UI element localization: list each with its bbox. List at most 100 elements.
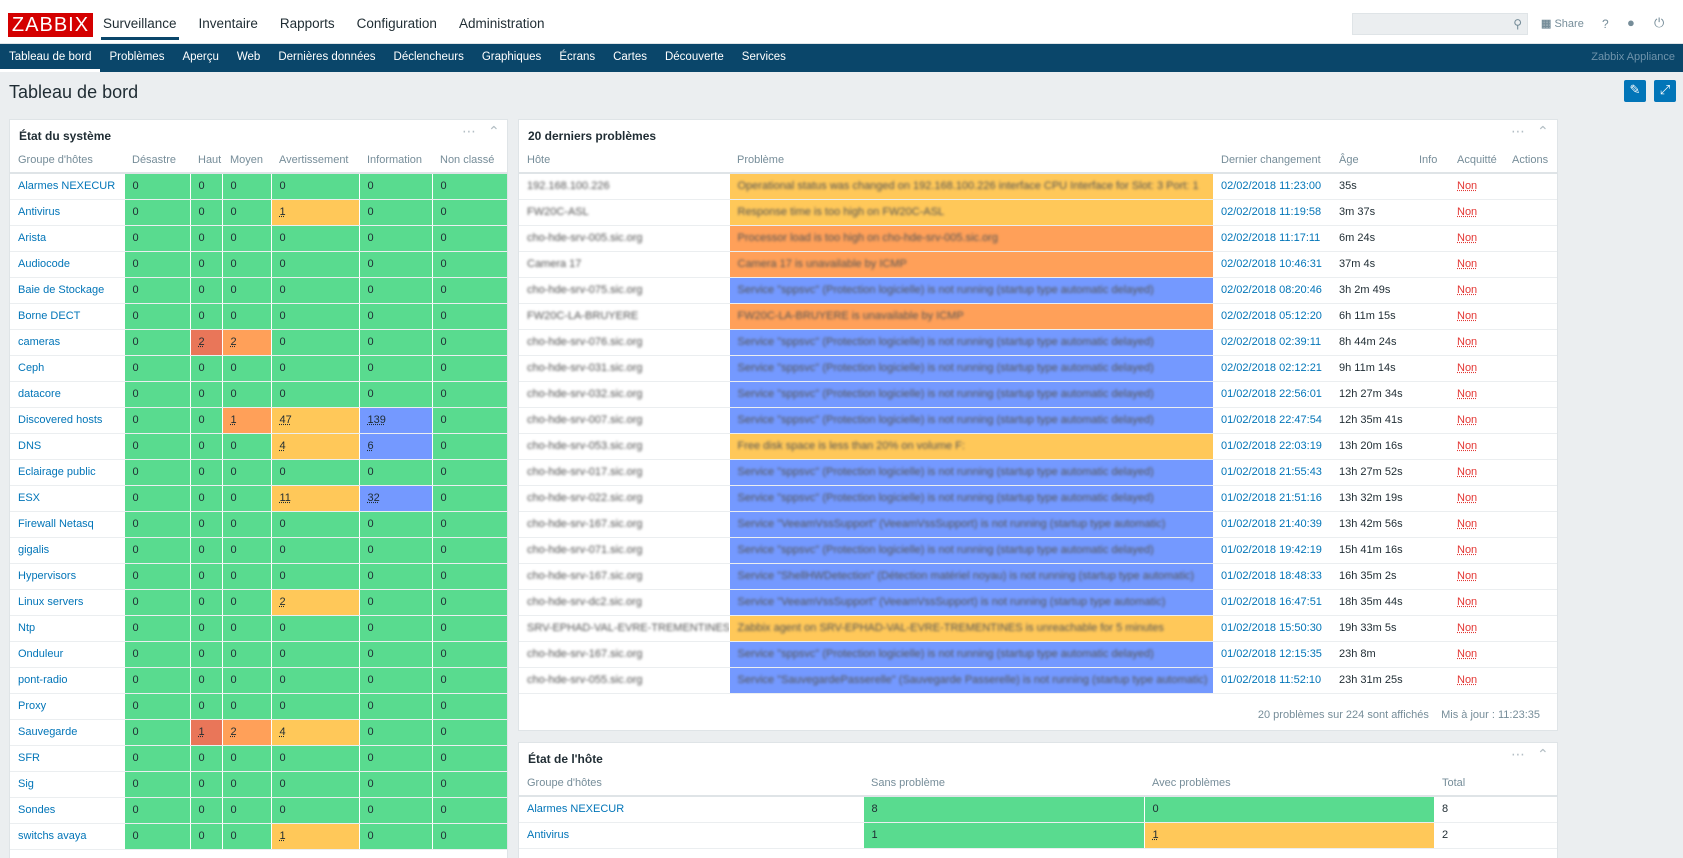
ack-link[interactable]: Non — [1457, 206, 1478, 218]
last-change-link[interactable]: 01/02/2018 12:15:35 — [1213, 641, 1331, 668]
host-cell[interactable]: cho-hde-srv-076.sic.org — [519, 329, 729, 356]
problem-description[interactable]: Response time is too high on FW20C-ASL — [737, 206, 945, 218]
submenu-web[interactable]: Web — [236, 51, 261, 63]
host-name[interactable]: cho-hde-srv-076.sic.org — [527, 336, 643, 348]
host-group-link[interactable]: Sondes — [10, 797, 124, 824]
host-group-link[interactable]: datacore — [10, 381, 124, 408]
host-group-link[interactable]: Eclairage public — [10, 459, 124, 486]
host-name[interactable]: 192.168.100.226 — [527, 180, 610, 193]
last-change-link[interactable]: 02/02/2018 11:19:58 — [1213, 199, 1331, 226]
severity-count-cell[interactable]: 6 — [358, 433, 432, 460]
problem-description[interactable]: Service "sppsvc" (Protection logicielle)… — [737, 466, 1154, 478]
host-name[interactable]: FW20C-LA-BRUYERE — [527, 310, 639, 322]
host-cell[interactable]: cho-hde-srv-007.sic.org — [519, 407, 729, 434]
search-icon[interactable]: ⚲ — [1513, 17, 1522, 31]
submenu-dashboard[interactable]: Tableau de bord — [0, 44, 101, 72]
host-name[interactable]: cho-hde-srv-167.sic.org — [527, 648, 643, 660]
problem-cell[interactable]: Service "sppsvc" (Protection logicielle)… — [728, 459, 1213, 486]
severity-count-cell[interactable]: 139 — [358, 407, 432, 434]
ack-link[interactable]: Non — [1457, 362, 1478, 374]
widget-options-icon[interactable]: ⋯ — [462, 124, 476, 140]
edit-dashboard-icon[interactable]: ✎ — [1624, 80, 1646, 102]
host-name[interactable]: FW20C-ASL — [527, 206, 589, 218]
last-change-link[interactable]: 01/02/2018 16:47:51 — [1213, 589, 1331, 616]
severity-count[interactable]: 32 — [367, 492, 380, 504]
submenu-overview[interactable]: Aperçu — [182, 51, 219, 63]
submenu-discovery[interactable]: Découverte — [664, 51, 724, 63]
ack-cell[interactable]: Non — [1449, 303, 1504, 330]
severity-count-cell[interactable]: 1 — [221, 407, 271, 434]
ack-link[interactable]: Non — [1457, 622, 1478, 634]
problem-description[interactable]: Free disk space is less than 20% on volu… — [737, 440, 965, 452]
ack-link[interactable]: Non — [1457, 284, 1478, 296]
problem-description[interactable]: Service "sppsvc" (Protection logicielle)… — [737, 648, 1154, 660]
host-name[interactable]: cho-hde-srv-055.sic.org — [527, 674, 643, 686]
problem-cell[interactable]: Zabbix agent on SRV-EPHAD-VAL-EVRE-TREME… — [728, 615, 1213, 642]
host-group-link[interactable]: Onduleur — [10, 641, 124, 668]
ack-link[interactable]: Non — [1457, 596, 1478, 608]
share-button[interactable]: ▦ Share — [1541, 17, 1584, 30]
host-name[interactable]: cho-hde-srv-022.sic.org — [527, 492, 643, 504]
last-change-link[interactable]: 01/02/2018 22:03:19 — [1213, 433, 1331, 460]
last-change-link[interactable]: 01/02/2018 21:55:43 — [1213, 459, 1331, 486]
host-group-link[interactable]: Ntp — [10, 615, 124, 642]
search-input[interactable]: ⚲ — [1352, 13, 1528, 35]
problem-count[interactable]: 1 — [1152, 829, 1159, 841]
menu-administration[interactable]: Administration — [458, 16, 545, 31]
ack-link[interactable]: Non — [1457, 570, 1478, 582]
ack-link[interactable]: Non — [1457, 310, 1478, 322]
widget-options-icon[interactable]: ⋯ — [1511, 747, 1525, 763]
last-change-link[interactable]: 01/02/2018 22:47:54 — [1213, 407, 1331, 434]
severity-count-cell[interactable]: 1 — [270, 199, 359, 226]
host-group-link[interactable]: Firewall Netasq — [10, 511, 124, 538]
ack-link[interactable]: Non — [1457, 492, 1478, 504]
severity-count[interactable]: 4 — [279, 726, 286, 738]
severity-count[interactable]: 1 — [279, 830, 286, 842]
collapse-icon[interactable]: ⌃ — [1537, 747, 1549, 763]
severity-count[interactable]: 11 — [279, 492, 291, 504]
problem-description[interactable]: Service "sppsvc" (Protection logicielle)… — [737, 336, 1154, 348]
host-name[interactable]: cho-hde-srv-017.sic.org — [527, 466, 643, 478]
severity-count-cell[interactable]: 11 — [270, 485, 359, 512]
ack-cell[interactable]: Non — [1449, 459, 1504, 486]
host-group-link[interactable]: switchs avaya — [10, 823, 124, 850]
problem-cell[interactable]: Service "sppsvc" (Protection logicielle)… — [728, 537, 1213, 564]
last-change-link[interactable]: 01/02/2018 18:48:33 — [1213, 563, 1331, 590]
host-group-link[interactable]: Discovered hosts — [10, 407, 124, 434]
problem-cell[interactable]: Service "sppsvc" (Protection logicielle)… — [728, 329, 1213, 356]
ack-cell[interactable]: Non — [1449, 329, 1504, 356]
severity-count[interactable]: 2 — [279, 596, 286, 608]
severity-count[interactable]: 6 — [367, 440, 374, 452]
problem-cell[interactable]: Service "sppsvc" (Protection logicielle)… — [728, 355, 1213, 382]
host-group-link[interactable]: pont-radio — [10, 667, 124, 694]
submenu-screens[interactable]: Écrans — [559, 51, 596, 63]
ack-cell[interactable]: Non — [1449, 615, 1504, 642]
problem-cell[interactable]: Service "sppsvc" (Protection logicielle)… — [728, 381, 1213, 408]
severity-count-cell[interactable]: 4 — [270, 719, 359, 746]
severity-count-cell[interactable]: 2 — [189, 329, 222, 356]
severity-count-cell[interactable]: 2 — [221, 719, 271, 746]
fullscreen-icon[interactable]: ⤢ — [1654, 80, 1676, 102]
problem-description[interactable]: Operational status was changed on 192.16… — [737, 180, 1199, 193]
ack-cell[interactable]: Non — [1449, 641, 1504, 668]
ack-cell[interactable]: Non — [1449, 485, 1504, 512]
ack-link[interactable]: Non — [1457, 544, 1478, 556]
host-name[interactable]: cho-hde-srv-005.sic.org — [527, 232, 643, 244]
menu-surveillance[interactable]: Surveillance — [101, 16, 179, 40]
last-change-link[interactable]: 02/02/2018 11:23:00 — [1213, 173, 1331, 200]
host-cell[interactable]: SRV-EPHAD-VAL-EVRE-TREMENTINES — [519, 615, 729, 642]
severity-count[interactable]: 2 — [230, 336, 237, 348]
last-change-link[interactable]: 01/02/2018 21:51:16 — [1213, 485, 1331, 512]
ack-link[interactable]: Non — [1457, 674, 1478, 686]
severity-count[interactable]: 139 — [367, 414, 386, 426]
menu-configuration[interactable]: Configuration — [356, 16, 437, 31]
severity-count[interactable]: 4 — [279, 440, 286, 452]
host-name[interactable]: cho-hde-srv-031.sic.org — [527, 362, 643, 374]
problem-description[interactable]: Service "sppsvc" (Protection logicielle)… — [737, 414, 1154, 426]
host-group-link[interactable]: Antivirus — [519, 822, 863, 849]
problem-description[interactable]: Service "sppsvc" (Protection logicielle)… — [737, 544, 1154, 556]
problem-cell[interactable]: Service "sppsvc" (Protection logicielle)… — [728, 277, 1213, 304]
host-name[interactable]: Camera 17 — [527, 258, 582, 270]
host-group-link[interactable]: Alarmes NEXECUR — [519, 796, 863, 823]
severity-count[interactable]: 1 — [230, 414, 237, 426]
